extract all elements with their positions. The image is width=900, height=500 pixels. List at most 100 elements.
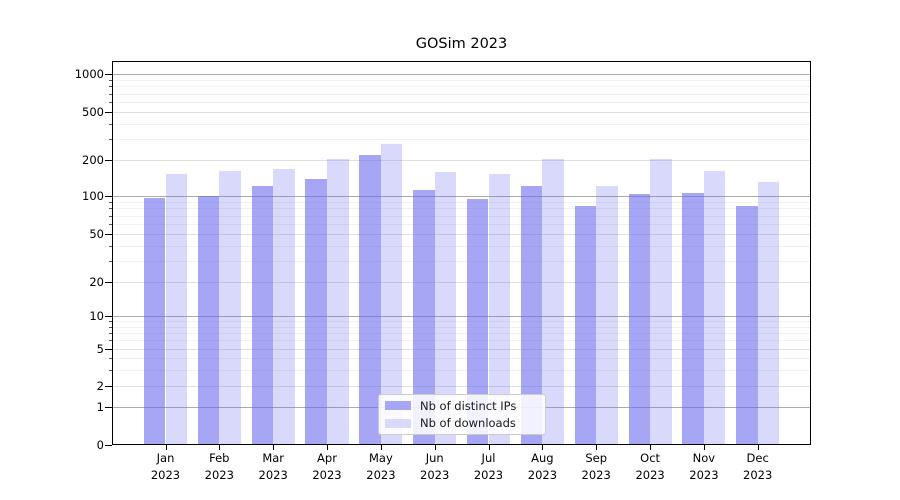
y-tick-label-500: 500	[82, 105, 104, 119]
gridline-8	[113, 326, 810, 328]
y-tick-label-50: 50	[89, 227, 104, 241]
y-minor-tick-mark	[109, 340, 112, 342]
bar-distinct-ips-may	[359, 155, 381, 445]
y-minor-tick-mark	[109, 358, 112, 359]
bar-distinct-ips-jan	[143, 198, 166, 445]
bar-distinct-ips-oct	[628, 193, 651, 445]
x-tick-mark	[273, 445, 275, 450]
bar-downloads-feb	[219, 170, 241, 445]
gridline-3	[113, 369, 810, 371]
y-minor-tick-mark	[109, 138, 112, 140]
y-tick-mark	[105, 386, 112, 387]
gridline-200	[113, 160, 810, 161]
y-tick-mark	[105, 349, 112, 350]
gridline-2	[113, 386, 810, 387]
gridline-60	[113, 224, 810, 226]
y-tick-mark	[105, 196, 112, 198]
gridline-50	[113, 234, 810, 235]
y-tick-mark	[105, 316, 112, 317]
bar-downloads-dec	[757, 181, 780, 445]
x-tick-mark	[703, 445, 705, 450]
bar-distinct-ips-aug	[520, 186, 543, 445]
y-tick-label-100: 100	[82, 189, 104, 204]
bar-distinct-ips-apr	[305, 178, 327, 445]
y-tick-label-10: 10	[89, 309, 104, 323]
gridline-6	[113, 340, 810, 342]
bar-distinct-ips-nov	[682, 192, 704, 445]
bar-downloads-sep	[596, 185, 618, 445]
gridline-70	[113, 215, 810, 217]
gridline-400	[113, 123, 810, 125]
y-minor-tick-mark	[109, 93, 112, 95]
y-tick-label-2: 2	[96, 379, 104, 393]
y-minor-tick-mark	[109, 208, 112, 210]
y-minor-tick-mark	[109, 224, 112, 226]
x-tick-mark	[596, 445, 598, 450]
bar-downloads-nov	[703, 171, 726, 445]
gridline-4	[113, 358, 810, 359]
y-minor-tick-mark	[109, 321, 112, 322]
gridline-30	[113, 260, 810, 262]
x-tick-label-may: May 2023	[366, 451, 396, 482]
x-tick-label-nov: Nov 2023	[689, 451, 719, 482]
bar-downloads-jan	[165, 173, 188, 445]
y-minor-tick-mark	[109, 260, 112, 262]
gridline-90	[113, 202, 810, 203]
x-tick-label-apr: Apr 2023	[312, 451, 342, 482]
y-minor-tick-mark	[109, 202, 112, 203]
gridline-600	[113, 102, 810, 103]
y-tick-mark	[105, 160, 112, 161]
gridline-500	[113, 112, 810, 113]
chart-title: GOSim 2023	[415, 36, 508, 52]
y-minor-tick-mark	[109, 79, 112, 81]
gridline-900	[113, 79, 810, 81]
y-tick-mark	[105, 74, 112, 75]
x-tick-mark	[757, 445, 759, 450]
x-tick-mark	[488, 445, 490, 450]
x-tick-label-mar: Mar 2023	[258, 451, 288, 482]
y-tick-label-20: 20	[89, 275, 104, 289]
bar-downloads-may	[380, 144, 403, 445]
x-tick-mark	[165, 445, 167, 450]
x-tick-label-feb: Feb 2023	[204, 451, 234, 482]
x-tick-mark	[219, 445, 221, 450]
y-minor-tick-mark	[109, 215, 112, 217]
gridline-20	[113, 282, 810, 283]
legend-swatch-distinct-ips	[385, 401, 411, 411]
gridline-300	[113, 138, 810, 140]
x-tick-mark	[650, 445, 652, 450]
x-tick-label-jun: Jun 2023	[420, 451, 450, 482]
x-tick-label-jul: Jul 2023	[473, 451, 504, 482]
y-tick-label-5: 5	[96, 342, 104, 356]
gridline-100	[113, 196, 810, 198]
legend-item-distinct-ips: Nb of distinct IPs	[379, 397, 545, 415]
y-minor-tick-mark	[109, 102, 112, 103]
bar-downloads-jul	[488, 173, 511, 445]
x-tick-label-aug: Aug 2023	[527, 451, 558, 482]
x-tick-mark	[380, 445, 382, 450]
x-tick-label-oct: Oct 2023	[635, 451, 665, 482]
bar-distinct-ips-jun	[413, 189, 435, 445]
legend-item-downloads: Nb of downloads	[379, 415, 545, 433]
bar-downloads-aug	[542, 158, 564, 445]
bar-downloads-oct	[650, 158, 672, 445]
x-tick-label-dec: Dec 2023	[743, 451, 773, 482]
x-tick-label-sep: Sep 2023	[581, 451, 611, 482]
y-minor-tick-mark	[109, 333, 112, 334]
bar-distinct-ips-jul	[466, 199, 489, 445]
y-tick-label-1000: 1000	[74, 67, 104, 81]
bar-downloads-apr	[327, 158, 349, 445]
gridline-7	[113, 333, 810, 334]
bar-distinct-ips-dec	[736, 206, 758, 445]
x-tick-label-jan: Jan 2023	[150, 451, 181, 482]
legend-label-distinct-ips: Nb of distinct IPs	[420, 398, 517, 413]
gridline-700	[113, 93, 810, 95]
gridline-1000	[113, 74, 810, 75]
y-tick-mark	[105, 234, 112, 235]
bar-distinct-ips-sep	[574, 206, 597, 445]
y-minor-tick-mark	[109, 326, 112, 328]
y-tick-mark	[105, 282, 112, 283]
legend-swatch-downloads	[385, 418, 411, 428]
legend-label-downloads: Nb of downloads	[420, 416, 516, 431]
